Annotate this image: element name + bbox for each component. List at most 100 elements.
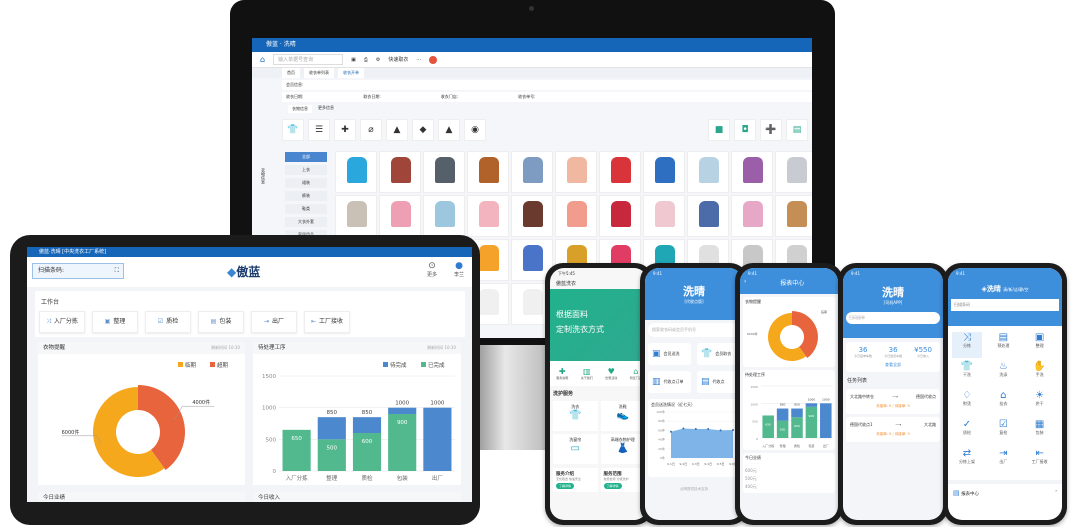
warning-icon[interactable]: ▲ [438,119,460,141]
service-card[interactable]: 洗鞋 👟 [600,401,645,431]
clothing-item[interactable] [731,151,773,193]
camera-icon[interactable]: ◘ [734,119,756,141]
clothing-item[interactable] [379,195,421,237]
bar-done[interactable] [352,433,382,471]
legend-label[interactable]: 待完成 [390,361,407,369]
clothing-item[interactable] [731,195,773,237]
scan-barcode-input[interactable]: 扫描条码: ⛶ [32,263,124,279]
clothing-item[interactable] [511,195,553,237]
clothing-item[interactable] [643,195,685,237]
bar-done[interactable] [317,439,346,471]
clothing-item[interactable] [335,151,377,193]
clothing-item[interactable] [511,151,553,193]
function-button[interactable]: ⇄ 分拣上架 [952,448,982,474]
shirt-icon[interactable]: 👕 [282,119,304,141]
clothing-item[interactable] [467,151,509,193]
clothing-item[interactable] [335,195,377,237]
detail-button[interactable]: 了解详情 [603,483,622,489]
clothing-item[interactable] [555,151,597,193]
workbench-button[interactable]: ☑ 质检 [145,311,191,333]
bar-pending[interactable] [317,417,346,440]
bar-pending[interactable] [805,403,818,407]
slice-expiring[interactable] [92,387,165,477]
user-button[interactable]: ● 李兰 [447,261,471,283]
function-button[interactable]: ▦ 包装 [1025,419,1055,445]
info-card[interactable]: 服务介绍 无忧取送 快速安全 了解详情 [553,468,598,492]
data-point[interactable] [719,429,722,432]
clothing-item[interactable] [687,151,729,193]
function-button[interactable]: ♨ 洗涤 [988,361,1018,387]
bag-icon[interactable]: ■ [708,119,730,141]
bar-pending[interactable] [352,417,382,433]
task-item[interactable]: 德国代收点1 ⟶ 大北路 未接单: 0 / 待接单: 3 [846,417,940,442]
attachment-icon[interactable]: ⌀ [360,119,382,141]
function-button[interactable]: ⌂ 挂衣 [988,390,1018,416]
bar-pending[interactable] [791,408,803,418]
function-button[interactable]: 👕 干洗 [952,361,982,387]
slice-expiring[interactable] [768,313,807,361]
bar-pending[interactable] [820,403,832,438]
member-field[interactable]: 会员信息: [282,80,812,90]
clothing-item[interactable] [379,151,421,193]
more-icon[interactable]: ··· [416,56,422,63]
home-icon[interactable]: ⌂ [260,55,266,64]
category-item[interactable]: 上衣 [285,165,327,175]
service-card[interactable]: 高端衣物护理 👗 [600,434,645,464]
bar-pending[interactable] [388,407,417,414]
quick-link[interactable]: ✚ 服务说明 [556,367,569,380]
more-button[interactable]: ⊙ 更多 [420,261,444,283]
legend-label[interactable]: 已完成 [428,361,445,369]
function-button[interactable]: ☀ 烘干 [1025,390,1055,416]
print-icon[interactable]: ⎙ [363,56,368,63]
slice-overdue[interactable] [792,311,818,359]
function-button[interactable]: ✓ 质检 [952,419,982,445]
scan-input[interactable]: 扫码接单 [846,312,940,324]
clothing-item[interactable] [643,151,685,193]
workbench-button[interactable]: ⤨ 入厂分拣 [39,311,85,333]
category-item[interactable]: 鞋类 [285,204,327,214]
workbench-button[interactable]: ⇥ 出厂 [251,311,297,333]
order-no-field[interactable]: 收衣单号: [518,94,536,99]
bar-done[interactable] [282,429,311,471]
clothing-item[interactable] [555,195,597,237]
service-card[interactable]: 洗衣 👕 [553,401,598,431]
search-input[interactable]: 搜索收衣码或会员手机号 [648,323,740,337]
clothing-item[interactable] [423,151,465,193]
task-item[interactable]: 大北路中转仓 ⟶ 德国代收点 未接单: 0 / 待接单: 0 [846,389,940,414]
bar-pending[interactable] [776,408,789,421]
slice-overdue[interactable] [138,385,185,471]
quick-link[interactable]: ⌂ 附近门店 [629,367,642,380]
store-field[interactable]: 收衣门店: [440,94,459,99]
workbench-button[interactable]: ⇤ 工厂接收 [304,311,350,333]
clothing-item[interactable] [687,195,729,237]
settings-icon[interactable]: ⚙ [375,56,381,63]
clothing-item[interactable] [511,239,553,281]
service-card[interactable]: 洗窗帘 ▭ [553,434,598,464]
quick-link[interactable]: ♥ 优惠活动 [605,367,618,380]
save-icon[interactable]: ▣ [351,56,356,63]
tab-order-list[interactable]: 收衣单列表 [304,68,334,78]
tab-home[interactable]: 首页 [282,68,300,78]
scan-icon[interactable]: ⛶ [114,267,119,274]
function-button[interactable]: ⇥ 出厂 [988,448,1018,474]
back-icon[interactable]: ‹ [744,278,747,285]
category-item[interactable]: 大衣外套 [285,217,327,227]
clothing-item[interactable] [599,151,641,193]
bar-done[interactable] [776,420,789,438]
pickup-date-field[interactable]: 取衣日期: [363,94,381,99]
data-point[interactable] [682,427,685,430]
category-item[interactable]: 裤装 [285,191,327,201]
tag-icon[interactable]: ◆ [412,119,434,141]
function-button[interactable]: ▣ 整理 [1025,332,1055,358]
workbench-button[interactable]: ▣ 整理 [92,311,138,333]
quick-link[interactable]: ▥ 关于我们 [580,367,593,380]
quick-pickup-button[interactable]: 快速取衣 [388,57,409,63]
clothing-item[interactable] [467,195,509,237]
puzzle-icon[interactable]: ✚ [334,119,356,141]
clothing-item[interactable] [775,151,812,193]
subtab-clothes[interactable]: 衣物信息 [288,105,312,113]
receive-date-field[interactable]: 收衣日期: [286,94,304,99]
category-item[interactable]: 全部 [285,152,327,162]
iron-icon[interactable]: ▲ [386,119,408,141]
bar-done[interactable] [762,415,774,438]
